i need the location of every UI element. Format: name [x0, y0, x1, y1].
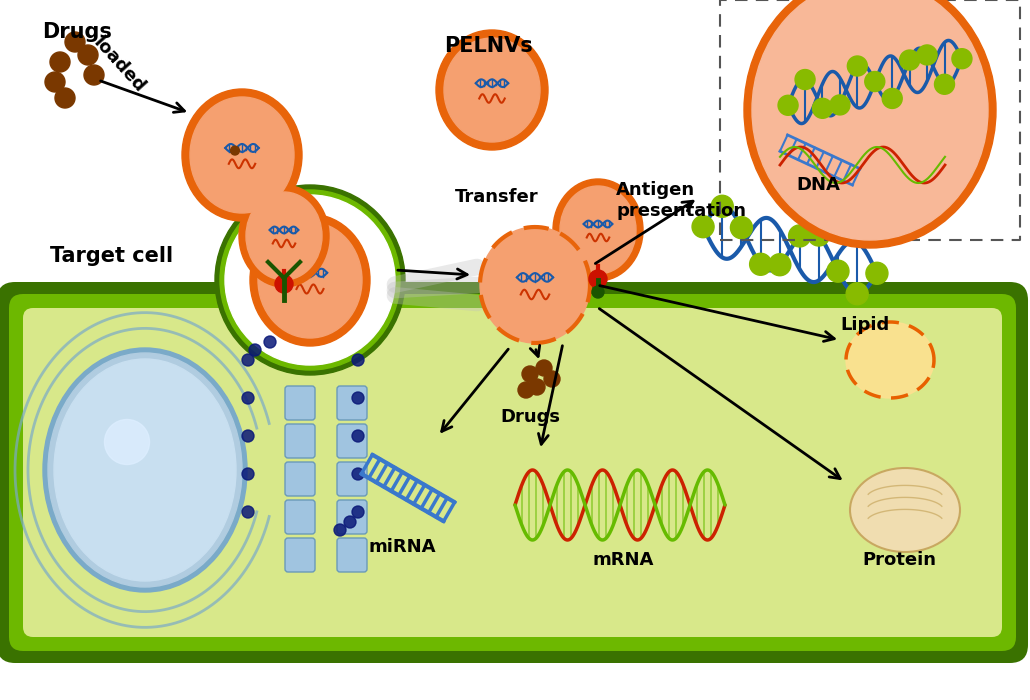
FancyBboxPatch shape [285, 386, 315, 420]
Ellipse shape [246, 192, 322, 280]
Ellipse shape [104, 419, 149, 465]
FancyBboxPatch shape [337, 424, 367, 458]
Circle shape [795, 69, 815, 90]
Circle shape [220, 190, 400, 370]
Ellipse shape [54, 359, 236, 581]
Circle shape [865, 71, 885, 92]
Text: Target cell: Target cell [50, 246, 173, 266]
Text: Lipid: Lipid [840, 316, 889, 334]
Circle shape [352, 354, 364, 366]
FancyBboxPatch shape [337, 462, 367, 496]
Text: mRNA: mRNA [592, 551, 653, 569]
Circle shape [750, 253, 771, 275]
Circle shape [712, 195, 733, 217]
Ellipse shape [480, 227, 590, 343]
Circle shape [692, 216, 714, 238]
FancyBboxPatch shape [23, 308, 1002, 637]
Circle shape [352, 468, 364, 480]
Circle shape [249, 344, 261, 356]
Circle shape [529, 379, 545, 395]
Ellipse shape [48, 353, 242, 587]
Circle shape [789, 225, 811, 247]
FancyBboxPatch shape [9, 294, 1016, 651]
FancyBboxPatch shape [285, 462, 315, 496]
Circle shape [275, 275, 293, 293]
FancyBboxPatch shape [0, 282, 1028, 663]
Text: Protein: Protein [862, 551, 936, 569]
Circle shape [518, 382, 534, 398]
Circle shape [225, 195, 394, 365]
Circle shape [848, 56, 867, 76]
Text: DNA: DNA [796, 176, 839, 194]
Circle shape [65, 32, 85, 52]
Circle shape [934, 74, 955, 95]
Text: Antigen
presentation: Antigen presentation [616, 181, 746, 220]
Circle shape [768, 253, 791, 276]
Circle shape [917, 45, 937, 65]
Text: loaded: loaded [90, 34, 149, 96]
Circle shape [242, 392, 254, 404]
Ellipse shape [560, 186, 636, 274]
Circle shape [215, 185, 405, 375]
Circle shape [299, 271, 307, 280]
Ellipse shape [190, 97, 294, 213]
FancyBboxPatch shape [337, 538, 367, 572]
Circle shape [344, 516, 356, 528]
Circle shape [883, 88, 902, 108]
FancyBboxPatch shape [285, 538, 315, 572]
Text: PELNVs: PELNVs [444, 36, 533, 56]
FancyBboxPatch shape [285, 500, 315, 534]
Circle shape [899, 50, 920, 70]
Circle shape [242, 468, 254, 480]
Ellipse shape [258, 222, 362, 338]
Ellipse shape [436, 30, 548, 150]
Circle shape [242, 354, 254, 366]
Circle shape [866, 262, 888, 284]
Circle shape [78, 45, 98, 65]
Circle shape [813, 98, 832, 118]
Ellipse shape [239, 185, 329, 287]
Ellipse shape [846, 322, 934, 398]
Circle shape [55, 88, 75, 108]
Circle shape [847, 283, 868, 304]
Circle shape [334, 524, 346, 536]
Circle shape [830, 95, 850, 115]
Circle shape [352, 430, 364, 442]
Circle shape [352, 392, 364, 404]
Circle shape [522, 366, 538, 382]
Ellipse shape [444, 38, 540, 142]
Text: Drugs: Drugs [500, 408, 560, 426]
Circle shape [536, 360, 552, 376]
Circle shape [544, 371, 560, 387]
Text: miRNA: miRNA [368, 538, 436, 556]
Circle shape [264, 336, 276, 348]
FancyBboxPatch shape [285, 424, 315, 458]
Ellipse shape [250, 214, 370, 346]
FancyBboxPatch shape [337, 500, 367, 534]
Circle shape [352, 506, 364, 518]
Ellipse shape [553, 179, 643, 281]
Circle shape [778, 95, 798, 116]
FancyBboxPatch shape [337, 386, 367, 420]
Text: Drugs: Drugs [42, 22, 112, 42]
Circle shape [242, 430, 254, 442]
Circle shape [730, 216, 753, 239]
Text: Transfer: Transfer [455, 188, 539, 206]
Circle shape [50, 52, 70, 72]
Circle shape [242, 506, 254, 518]
Ellipse shape [43, 348, 247, 592]
Ellipse shape [850, 468, 960, 552]
Circle shape [592, 286, 604, 298]
Circle shape [231, 146, 239, 155]
Circle shape [952, 49, 972, 69]
Circle shape [45, 72, 65, 92]
Circle shape [84, 65, 104, 85]
Circle shape [808, 224, 830, 246]
Circle shape [589, 270, 607, 288]
Circle shape [827, 260, 849, 282]
Ellipse shape [182, 89, 302, 221]
Ellipse shape [744, 0, 996, 248]
Ellipse shape [752, 0, 988, 240]
